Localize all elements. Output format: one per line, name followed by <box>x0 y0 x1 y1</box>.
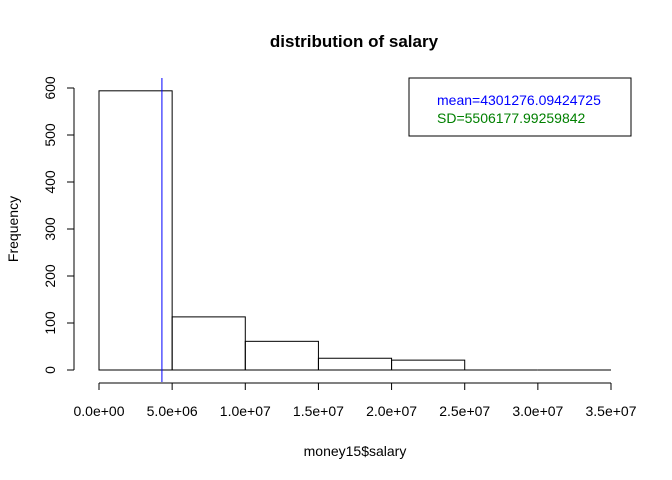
y-tick-label: 300 <box>42 217 58 241</box>
y-tick-label: 200 <box>42 264 58 288</box>
y-tick-label: 100 <box>42 311 58 335</box>
legend-box <box>408 77 632 137</box>
y-tick-label: 600 <box>42 76 58 100</box>
histogram-bar <box>391 359 466 371</box>
histogram-bars <box>98 90 611 371</box>
x-tick-label: 1.5e+07 <box>293 403 344 419</box>
x-tick-label: 5.0e+06 <box>147 403 198 419</box>
x-tick-label: 2.5e+07 <box>439 403 490 419</box>
legend-entry-sd: SD=5506177.99259842 <box>437 110 586 126</box>
x-axis: 0.0e+00 5.0e+06 1.0e+07 1.5e+07 2.0e+07 2.5e+… <box>74 382 637 419</box>
y-tick-label: 0 <box>42 366 58 374</box>
legend-entry-mean: mean=4301276.09424725 <box>437 92 601 108</box>
histogram-bar <box>171 316 246 371</box>
y-axis-label: Frequency <box>5 196 21 262</box>
histogram-bar <box>98 90 173 371</box>
x-tick-label: 3.5e+07 <box>586 403 637 419</box>
y-axis: 0 100 200 300 400 500 600 <box>42 76 75 374</box>
x-tick-label: 0.0e+00 <box>74 403 125 419</box>
histogram-bar <box>317 357 393 371</box>
x-tick-label: 2.0e+07 <box>366 403 417 419</box>
histogram-bar <box>244 340 319 371</box>
x-tick-label: 3.0e+07 <box>512 403 563 419</box>
x-axis-label: money15$salary <box>304 443 407 459</box>
legend: mean=4301276.09424725 SD=5506177.9925984… <box>408 77 632 137</box>
y-tick-label: 400 <box>42 170 58 194</box>
y-tick-label: 500 <box>42 123 58 147</box>
chart-title: distribution of salary <box>270 32 439 51</box>
x-tick-label: 1.0e+07 <box>220 403 271 419</box>
